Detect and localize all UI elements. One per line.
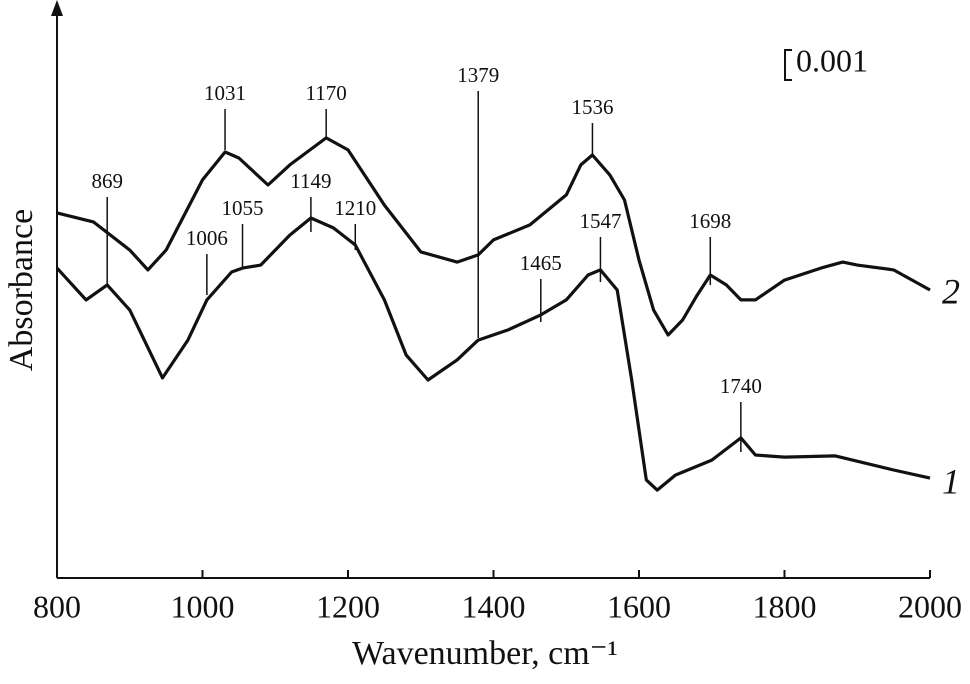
- series-label: 2: [942, 271, 960, 311]
- peak-label: 1031: [204, 81, 246, 105]
- x-tick-label: 2000: [898, 588, 962, 624]
- peak-label: 1055: [222, 196, 264, 220]
- x-tick-label: 1200: [316, 588, 380, 624]
- x-tick-label: 1000: [171, 588, 235, 624]
- y-axis-title: Absorbance: [3, 209, 40, 371]
- peak-label: 1170: [306, 81, 347, 105]
- scale-bar: [784, 49, 792, 81]
- x-tick-label: 800: [33, 588, 81, 624]
- peak-label: 1740: [720, 374, 762, 398]
- spectrum-line: [56, 136, 931, 337]
- x-tick-label: 1400: [462, 588, 526, 624]
- peak-label: 1210: [334, 196, 376, 220]
- x-tick-label: 1800: [753, 588, 817, 624]
- x-tick-label: 1600: [607, 588, 671, 624]
- peak-label: 1006: [186, 226, 228, 250]
- peak-label: 1465: [520, 251, 562, 275]
- scale-bar-label: 0.001: [796, 42, 868, 78]
- peak-label: 1379: [457, 63, 499, 87]
- series-label: 1: [942, 461, 960, 501]
- peak-label: 1698: [689, 209, 731, 233]
- peak-label: 1547: [579, 209, 621, 233]
- peak-label: 869: [91, 169, 123, 193]
- peak-label: 1536: [571, 95, 613, 119]
- spectrum-line: [55, 216, 931, 492]
- x-axis-title: Wavenumber, cm⁻¹: [352, 635, 618, 672]
- y-axis-arrow: [51, 0, 63, 16]
- peak-label: 1149: [290, 169, 331, 193]
